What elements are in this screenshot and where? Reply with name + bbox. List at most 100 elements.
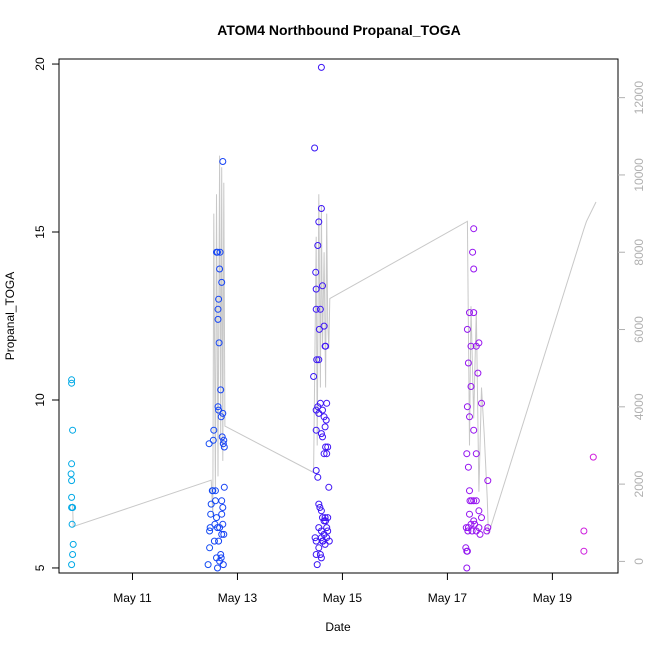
data-point-35 (216, 248, 224, 256)
data-point-93 (323, 450, 331, 458)
data-point-10 (69, 540, 77, 548)
y2-tick-label-4: 8000 (632, 239, 646, 266)
data-point-28 (213, 514, 220, 522)
data-point-96 (312, 467, 320, 474)
data-point-141 (476, 530, 484, 538)
data-point-149 (478, 514, 485, 522)
data-point-112 (325, 537, 333, 545)
y2-tick-label-5: 10000 (632, 158, 646, 192)
data-point-163 (475, 339, 483, 347)
data-point-6 (68, 493, 76, 501)
data-point-130 (464, 527, 472, 535)
right-axis: 0 2000 4000 6000 8000 10000 12000 (618, 81, 646, 565)
data-point-60 (215, 537, 223, 545)
data-points (67, 63, 597, 572)
x-tick-label-4: May 19 (533, 591, 573, 605)
data-point-89 (323, 399, 331, 407)
data-point-55 (217, 551, 225, 558)
data-point-11 (69, 551, 77, 558)
data-point-66 (312, 268, 320, 276)
data-point-13 (204, 561, 212, 569)
data-point-156 (478, 399, 485, 407)
data-point-2 (69, 426, 77, 434)
y2-tick-label-6: 12000 (632, 81, 646, 115)
data-point-157 (464, 359, 472, 367)
data-point-115 (313, 561, 321, 569)
x-axis: May 11 May 13 May 15 May 17 May 19 (113, 573, 572, 605)
plot-frame (58, 58, 619, 574)
data-point-147 (472, 497, 480, 505)
data-point-171 (580, 547, 588, 555)
data-point-172 (589, 453, 597, 461)
data-point-38 (215, 406, 223, 414)
data-point-85 (319, 406, 326, 414)
data-point-132 (462, 524, 470, 532)
data-point-22 (209, 436, 217, 444)
data-point-79 (315, 356, 323, 364)
data-point-47 (219, 440, 227, 448)
data-point-48 (214, 524, 221, 532)
y-tick-label-2: 15 (33, 225, 47, 239)
data-point-124 (312, 426, 320, 434)
data-point-75 (315, 325, 323, 333)
data-point-99 (316, 504, 324, 511)
data-point-90 (319, 433, 326, 441)
data-point-136 (468, 527, 476, 535)
data-point-104 (323, 524, 331, 532)
data-point-128 (463, 547, 471, 555)
data-point-32 (214, 305, 222, 313)
x-tick-label-1: May 13 (218, 591, 258, 605)
data-point-65 (311, 144, 319, 152)
data-point-152 (472, 450, 480, 458)
data-point-154 (466, 413, 473, 421)
data-point-145 (468, 497, 476, 505)
data-point-160 (463, 325, 471, 333)
data-point-146 (470, 497, 478, 505)
data-point-76 (320, 322, 328, 330)
y-tick-label-0: 5 (33, 564, 47, 571)
data-point-33 (215, 295, 223, 303)
data-point-40 (217, 413, 225, 421)
data-point-69 (313, 356, 321, 364)
data-point-91 (317, 430, 325, 438)
data-point-78 (322, 342, 330, 350)
y-axis: 5 10 15 20 (33, 57, 59, 571)
y2-tick-label-3: 6000 (632, 316, 646, 343)
x-axis-label: Date (325, 620, 351, 634)
data-point-167 (467, 342, 475, 350)
data-point-87 (321, 423, 329, 431)
data-point-140 (475, 524, 483, 532)
data-point-98 (315, 500, 323, 508)
data-point-37 (214, 403, 222, 411)
data-point-31 (214, 315, 222, 323)
chart-title: ATOM4 Northbound Propanal_TOGA (217, 22, 460, 38)
y2-tick-label-1: 2000 (632, 470, 646, 497)
data-point-123 (317, 527, 325, 535)
data-point-142 (483, 527, 491, 535)
data-point-88 (322, 416, 330, 424)
data-point-73 (319, 282, 326, 290)
secondary-trace (72, 155, 597, 535)
data-point-70 (314, 242, 322, 249)
data-point-16 (206, 524, 214, 532)
data-point-103 (321, 514, 329, 522)
data-point-117 (316, 551, 324, 558)
data-point-14 (206, 544, 214, 552)
data-point-95 (320, 450, 328, 458)
data-point-113 (311, 534, 319, 542)
data-point-43 (218, 433, 226, 441)
data-point-30 (214, 248, 221, 256)
data-point-106 (325, 483, 333, 491)
data-point-1 (68, 379, 76, 387)
data-point-64 (310, 373, 318, 380)
x-tick-label-0: May 11 (113, 591, 152, 605)
data-point-72 (317, 205, 325, 212)
data-point-118 (317, 554, 325, 562)
data-point-23 (210, 426, 218, 434)
data-point-17 (207, 510, 215, 518)
data-point-45 (219, 158, 227, 165)
data-point-21 (209, 487, 217, 495)
data-point-166 (470, 225, 478, 233)
x-tick-label-2: May 15 (323, 591, 363, 605)
